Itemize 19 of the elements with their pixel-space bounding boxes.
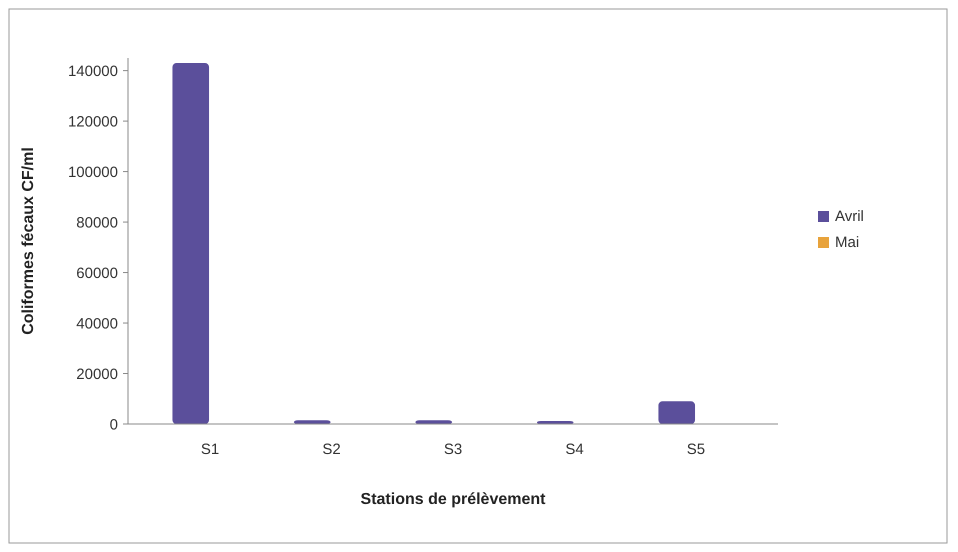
y-axis-title: Coliformes fécaux CF/ml (20, 147, 37, 335)
y-tick-label: 40000 (76, 315, 118, 332)
y-tick-label: 0 (110, 416, 118, 434)
legend-label: Mai (835, 234, 860, 251)
y-tick-label: 60000 (76, 264, 118, 282)
y-tick-label: 100000 (68, 164, 118, 181)
x-tick-label: S5 (686, 441, 706, 458)
legend-label: Avril (835, 208, 864, 225)
y-tick-label: 120000 (68, 113, 118, 130)
x-tick-label: S4 (565, 441, 584, 458)
x-tick-label: S1 (200, 441, 220, 458)
y-tick-label: 140000 (68, 62, 118, 80)
y-tick-label: 20000 (76, 366, 118, 383)
x-axis-title: Stations de prélèvement (360, 491, 546, 508)
bar (658, 401, 696, 424)
x-tick-label: S2 (322, 441, 341, 458)
bar (172, 63, 210, 424)
x-tick-label: S3 (444, 441, 462, 458)
y-tick-label: 80000 (76, 214, 118, 232)
